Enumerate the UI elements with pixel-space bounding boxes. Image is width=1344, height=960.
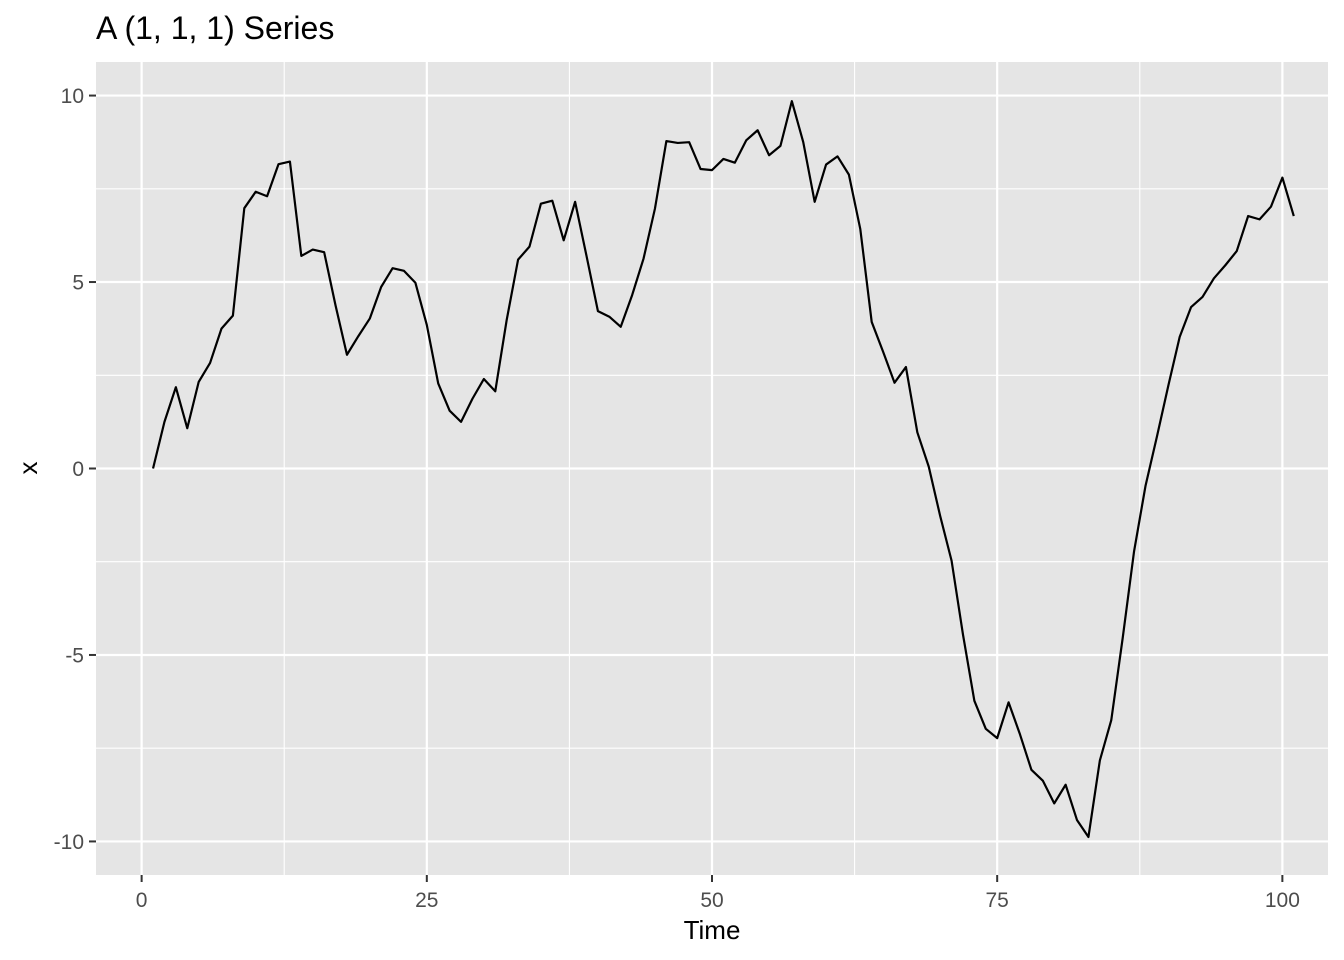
y-axis-ticks: 10 5 0 -5 -10 [54,85,96,854]
y-tick-label: 5 [72,272,84,295]
y-axis-title: x [13,462,43,475]
y-tick-label: -5 [65,644,84,667]
x-tick-label: 25 [415,889,438,912]
x-tick-label: 75 [986,889,1009,912]
x-axis-ticks: 0 25 50 75 100 [136,875,1300,912]
y-tick-label: -10 [54,831,84,854]
x-tick-label: 100 [1265,889,1300,912]
x-tick-label: 0 [136,889,148,912]
y-tick-label: 0 [72,458,84,481]
chart-title: A (1, 1, 1) Series [96,10,334,46]
x-tick-label: 50 [700,889,723,912]
major-gridlines [96,62,1328,875]
series-line [151,100,1295,839]
y-tick-label: 10 [61,85,84,108]
x-axis-title: Time [684,915,741,945]
